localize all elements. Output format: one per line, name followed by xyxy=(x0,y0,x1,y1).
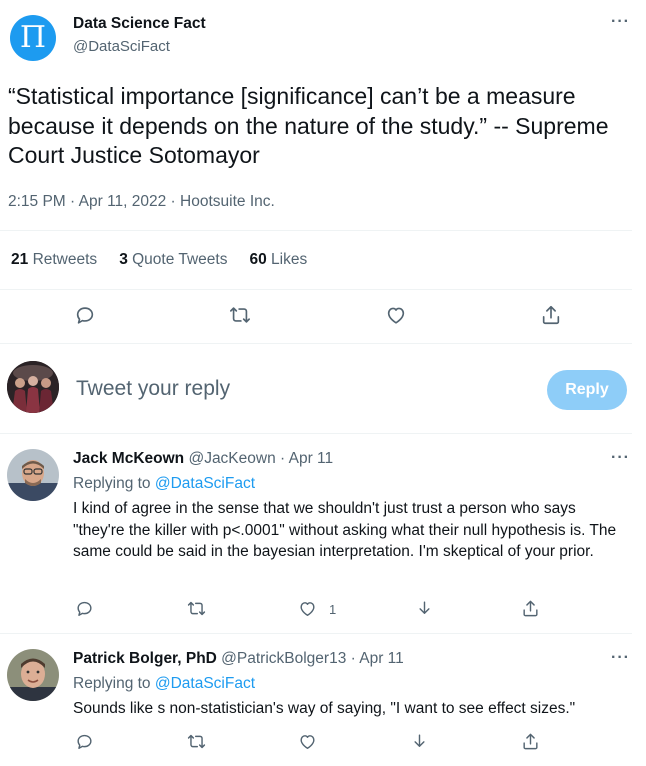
reply-author-handle[interactable]: @PatrickBolger13 xyxy=(221,650,347,667)
divider xyxy=(0,343,632,344)
likes-stat[interactable]: 60 Likes xyxy=(249,251,308,268)
reply-input[interactable]: Tweet your reply xyxy=(76,377,231,400)
more-options-icon[interactable]: ··· xyxy=(611,13,630,30)
retweet-icon[interactable] xyxy=(187,732,207,752)
more-options-icon[interactable]: ··· xyxy=(611,649,630,666)
mention-link[interactable]: @DataSciFact xyxy=(154,475,256,492)
reply-avatar[interactable] xyxy=(7,449,59,501)
more-options-icon[interactable]: ··· xyxy=(611,449,630,466)
reply-text: Sounds like s non-statistician's way of … xyxy=(73,700,576,717)
divider xyxy=(0,230,632,231)
quote-tweets-stat[interactable]: 3 Quote Tweets xyxy=(119,251,228,268)
retweet-icon[interactable] xyxy=(229,304,251,326)
tweet-timestamp[interactable]: 2:15 PM · Apr 11, 2022 · Hootsuite Inc. xyxy=(8,193,275,210)
tweet-stats: 21 Retweets 3 Quote Tweets 60 Likes xyxy=(11,251,307,269)
reply-text: I kind of agree in the sense that we sho… xyxy=(73,500,617,560)
tweet-text: “Statistical importance [significance] c… xyxy=(8,83,609,168)
author-name[interactable]: Data Science Fact xyxy=(73,15,206,32)
reply-date[interactable]: · Apr 11 xyxy=(280,450,334,467)
mention-link[interactable]: @DataSciFact xyxy=(154,675,256,692)
divider xyxy=(0,289,632,290)
downvote-icon[interactable] xyxy=(410,732,430,752)
replying-to: Replying to @DataSciFact xyxy=(73,675,256,692)
reply-author-name[interactable]: Patrick Bolger, PhD xyxy=(73,650,217,667)
divider xyxy=(0,433,632,434)
reply-header: Jack McKeown @JacKeown · Apr 11 xyxy=(73,450,333,468)
author-handle[interactable]: @DataSciFact xyxy=(73,38,170,55)
share-icon[interactable] xyxy=(521,732,541,752)
reply-date[interactable]: · Apr 11 xyxy=(350,650,404,667)
like-count: 1 xyxy=(329,602,337,617)
replying-to: Replying to @DataSciFact xyxy=(73,475,256,492)
reply-button[interactable]: Reply xyxy=(547,370,627,410)
reply-icon[interactable] xyxy=(74,304,96,326)
like-icon[interactable] xyxy=(298,732,318,752)
share-icon[interactable] xyxy=(540,304,562,326)
reply-author-name[interactable]: Jack McKeown xyxy=(73,450,185,467)
divider xyxy=(0,633,632,634)
share-icon[interactable] xyxy=(521,599,541,619)
user-avatar[interactable] xyxy=(7,361,59,413)
retweet-icon[interactable] xyxy=(187,599,207,619)
reply-icon[interactable] xyxy=(75,599,95,619)
reply-avatar[interactable] xyxy=(7,649,59,701)
reply-author-handle[interactable]: @JacKeown xyxy=(188,450,276,467)
author-avatar[interactable]: Π xyxy=(10,15,56,61)
like-icon[interactable] xyxy=(385,304,407,326)
retweets-stat[interactable]: 21 Retweets xyxy=(11,251,98,268)
reply-header: Patrick Bolger, PhD @PatrickBolger13 · A… xyxy=(73,650,404,668)
reply-icon[interactable] xyxy=(75,732,95,752)
like-icon[interactable] xyxy=(298,599,318,619)
downvote-icon[interactable] xyxy=(415,599,435,619)
avatar-logo: Π xyxy=(19,20,47,55)
